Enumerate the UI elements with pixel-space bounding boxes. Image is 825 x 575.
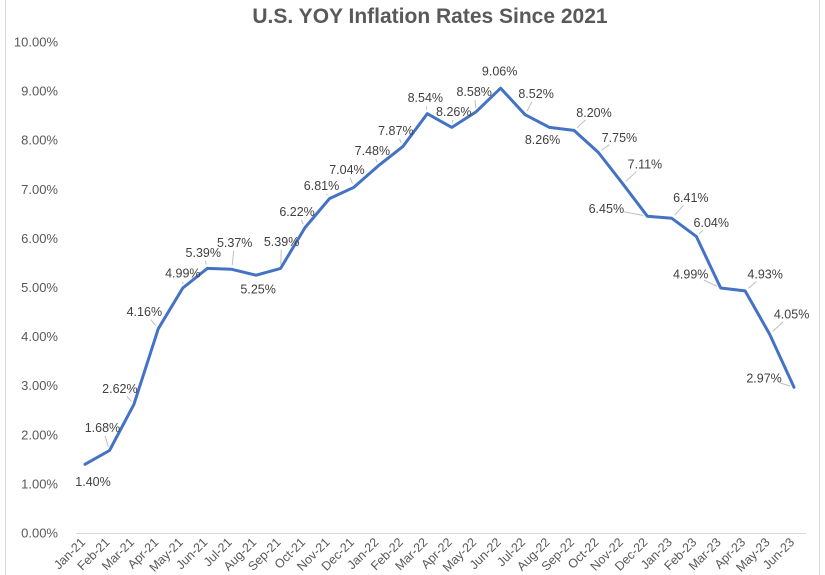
leader-line	[474, 100, 477, 108]
y-tick-label: 4.00%	[21, 329, 58, 344]
y-tick-label: 8.00%	[21, 133, 58, 148]
data-point-label: 1.40%	[75, 475, 110, 489]
y-tick-label: 10.00%	[14, 35, 59, 50]
leader-line	[526, 101, 533, 112]
data-point-label: 8.58%	[456, 85, 491, 99]
data-point-label: 5.37%	[217, 236, 252, 250]
y-tick-label: 0.00%	[21, 526, 58, 541]
data-point-label: 8.26%	[525, 133, 560, 147]
data-labels: 1.40%1.68%2.62%4.16%4.99%5.39%5.37%5.25%…	[75, 65, 809, 489]
data-point-label: 7.11%	[628, 157, 663, 171]
data-point-label: 8.20%	[576, 106, 611, 120]
y-tick-label: 3.00%	[21, 378, 58, 393]
data-point-label: 4.99%	[673, 267, 708, 281]
data-point-label: 7.75%	[602, 131, 637, 145]
leader-line	[601, 144, 610, 151]
leader-line	[231, 250, 235, 266]
data-point-label: 2.97%	[746, 372, 781, 386]
data-point-label: 6.04%	[694, 216, 729, 230]
leader-line	[375, 158, 378, 163]
leader-lines	[104, 100, 791, 447]
leader-line	[300, 219, 304, 225]
data-point-label: 6.41%	[673, 191, 708, 205]
data-point-label: 8.26%	[436, 105, 471, 119]
data-point-label: 8.54%	[408, 91, 443, 105]
data-point-label: 7.48%	[355, 144, 390, 158]
data-point-label: 8.52%	[518, 87, 553, 101]
y-tick-label: 1.00%	[21, 476, 58, 491]
data-point-label: 1.68%	[85, 421, 120, 435]
data-point-label: 5.39%	[186, 246, 221, 260]
data-point-label: 4.05%	[774, 308, 809, 322]
leader-line	[623, 211, 644, 217]
data-point-label: 6.22%	[279, 205, 314, 219]
leader-line	[747, 281, 757, 289]
data-point-label: 7.04%	[329, 163, 364, 177]
data-point-label: 7.87%	[378, 124, 413, 138]
y-tick-label: 6.00%	[21, 231, 58, 246]
y-tick-label: 9.00%	[21, 84, 58, 99]
data-point-label: 6.81%	[304, 179, 339, 193]
leader-line	[698, 229, 704, 235]
leader-line	[126, 395, 132, 402]
leader-line	[399, 138, 402, 144]
leader-line	[703, 279, 718, 287]
series-line	[83, 86, 796, 466]
leader-line	[576, 119, 586, 129]
leader-line	[625, 171, 637, 182]
data-point-label: 2.62%	[102, 382, 137, 396]
leader-line	[349, 177, 353, 184]
leader-line	[280, 249, 282, 265]
leader-line	[204, 260, 207, 265]
leader-line	[779, 382, 791, 387]
y-tick-label: 7.00%	[21, 182, 58, 197]
leader-line	[772, 321, 784, 332]
data-point-label: 4.99%	[165, 266, 200, 280]
data-point-label: 9.06%	[482, 65, 517, 79]
data-point-label: 4.93%	[747, 267, 782, 281]
x-axis-labels: Jan-21Feb-21Mar-21Apr-21May-21Jun-21Jul-…	[51, 535, 797, 574]
y-tick-label: 2.00%	[21, 427, 58, 442]
y-axis-labels: 0.00% 1.00% 2.00% 3.00% 4.00% 5.00% 6.00% 7.00%…	[14, 35, 59, 541]
leader-line	[104, 435, 109, 447]
data-point-label: 5.25%	[240, 283, 275, 297]
y-tick-label: 5.00%	[21, 280, 58, 295]
chart-title: U.S. YOY Inflation Rates Since 2021	[252, 5, 608, 28]
data-point-label: 6.45%	[589, 202, 624, 216]
data-point-label: 4.16%	[127, 305, 162, 319]
leader-line	[326, 193, 328, 196]
leader-line	[674, 204, 685, 216]
data-point-label: 5.39%	[264, 235, 299, 249]
leader-line	[150, 319, 157, 326]
